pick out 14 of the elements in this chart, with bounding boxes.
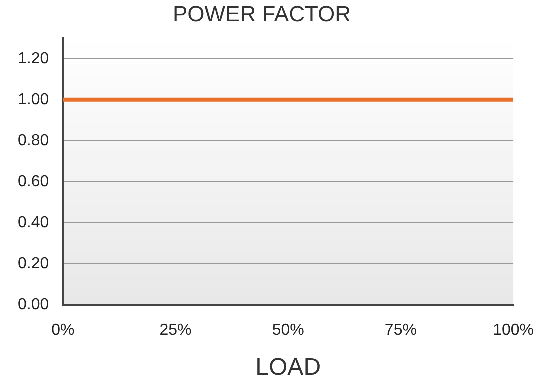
x-tick-label: 25% (160, 322, 192, 340)
x-tick-label: 100% (493, 322, 534, 340)
x-tick-label: 50% (272, 322, 304, 340)
y-tick-label: 0.80 (18, 132, 50, 150)
y-tick-label: 0.60 (18, 173, 50, 190)
x-tick-label: 75% (384, 322, 417, 340)
chart-title: POWER FACTOR (172, 1, 352, 26)
y-tick-label: 0.20 (18, 255, 50, 272)
y-tick-label: 1.00 (18, 91, 50, 108)
y-tick-label: 1.20 (18, 50, 50, 68)
y-tick-label: 0.40 (18, 214, 50, 232)
x-tick-label: 0% (52, 322, 75, 340)
y-tick-label: 0.00 (18, 296, 50, 314)
x-axis-title: LOAD (256, 354, 322, 382)
